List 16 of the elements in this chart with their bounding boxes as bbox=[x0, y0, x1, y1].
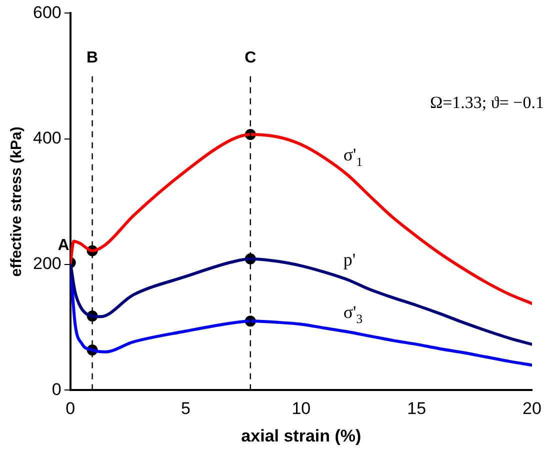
x-tick-label: 5 bbox=[181, 399, 191, 418]
y-axis-title: effective stress (kPa) bbox=[8, 126, 26, 277]
ref-line-label: B bbox=[86, 50, 98, 67]
annotation: Ω=1.33; ϑ= −0.1 bbox=[430, 93, 544, 112]
y-tick-label: 400 bbox=[32, 128, 62, 148]
ref-line-label: C bbox=[244, 50, 257, 67]
x-tick-label: 15 bbox=[407, 399, 426, 418]
y-tick-label: 0 bbox=[52, 380, 62, 399]
x-axis-title: axial strain (%) bbox=[241, 426, 362, 446]
series-label: p' bbox=[343, 250, 356, 270]
x-tick-label: 10 bbox=[292, 399, 311, 418]
annotation: A bbox=[58, 237, 70, 254]
y-tick-label: 600 bbox=[32, 2, 62, 22]
x-tick-label: 0 bbox=[66, 399, 76, 418]
x-tick-label: 20 bbox=[522, 399, 542, 418]
y-tick-label: 200 bbox=[32, 254, 62, 274]
